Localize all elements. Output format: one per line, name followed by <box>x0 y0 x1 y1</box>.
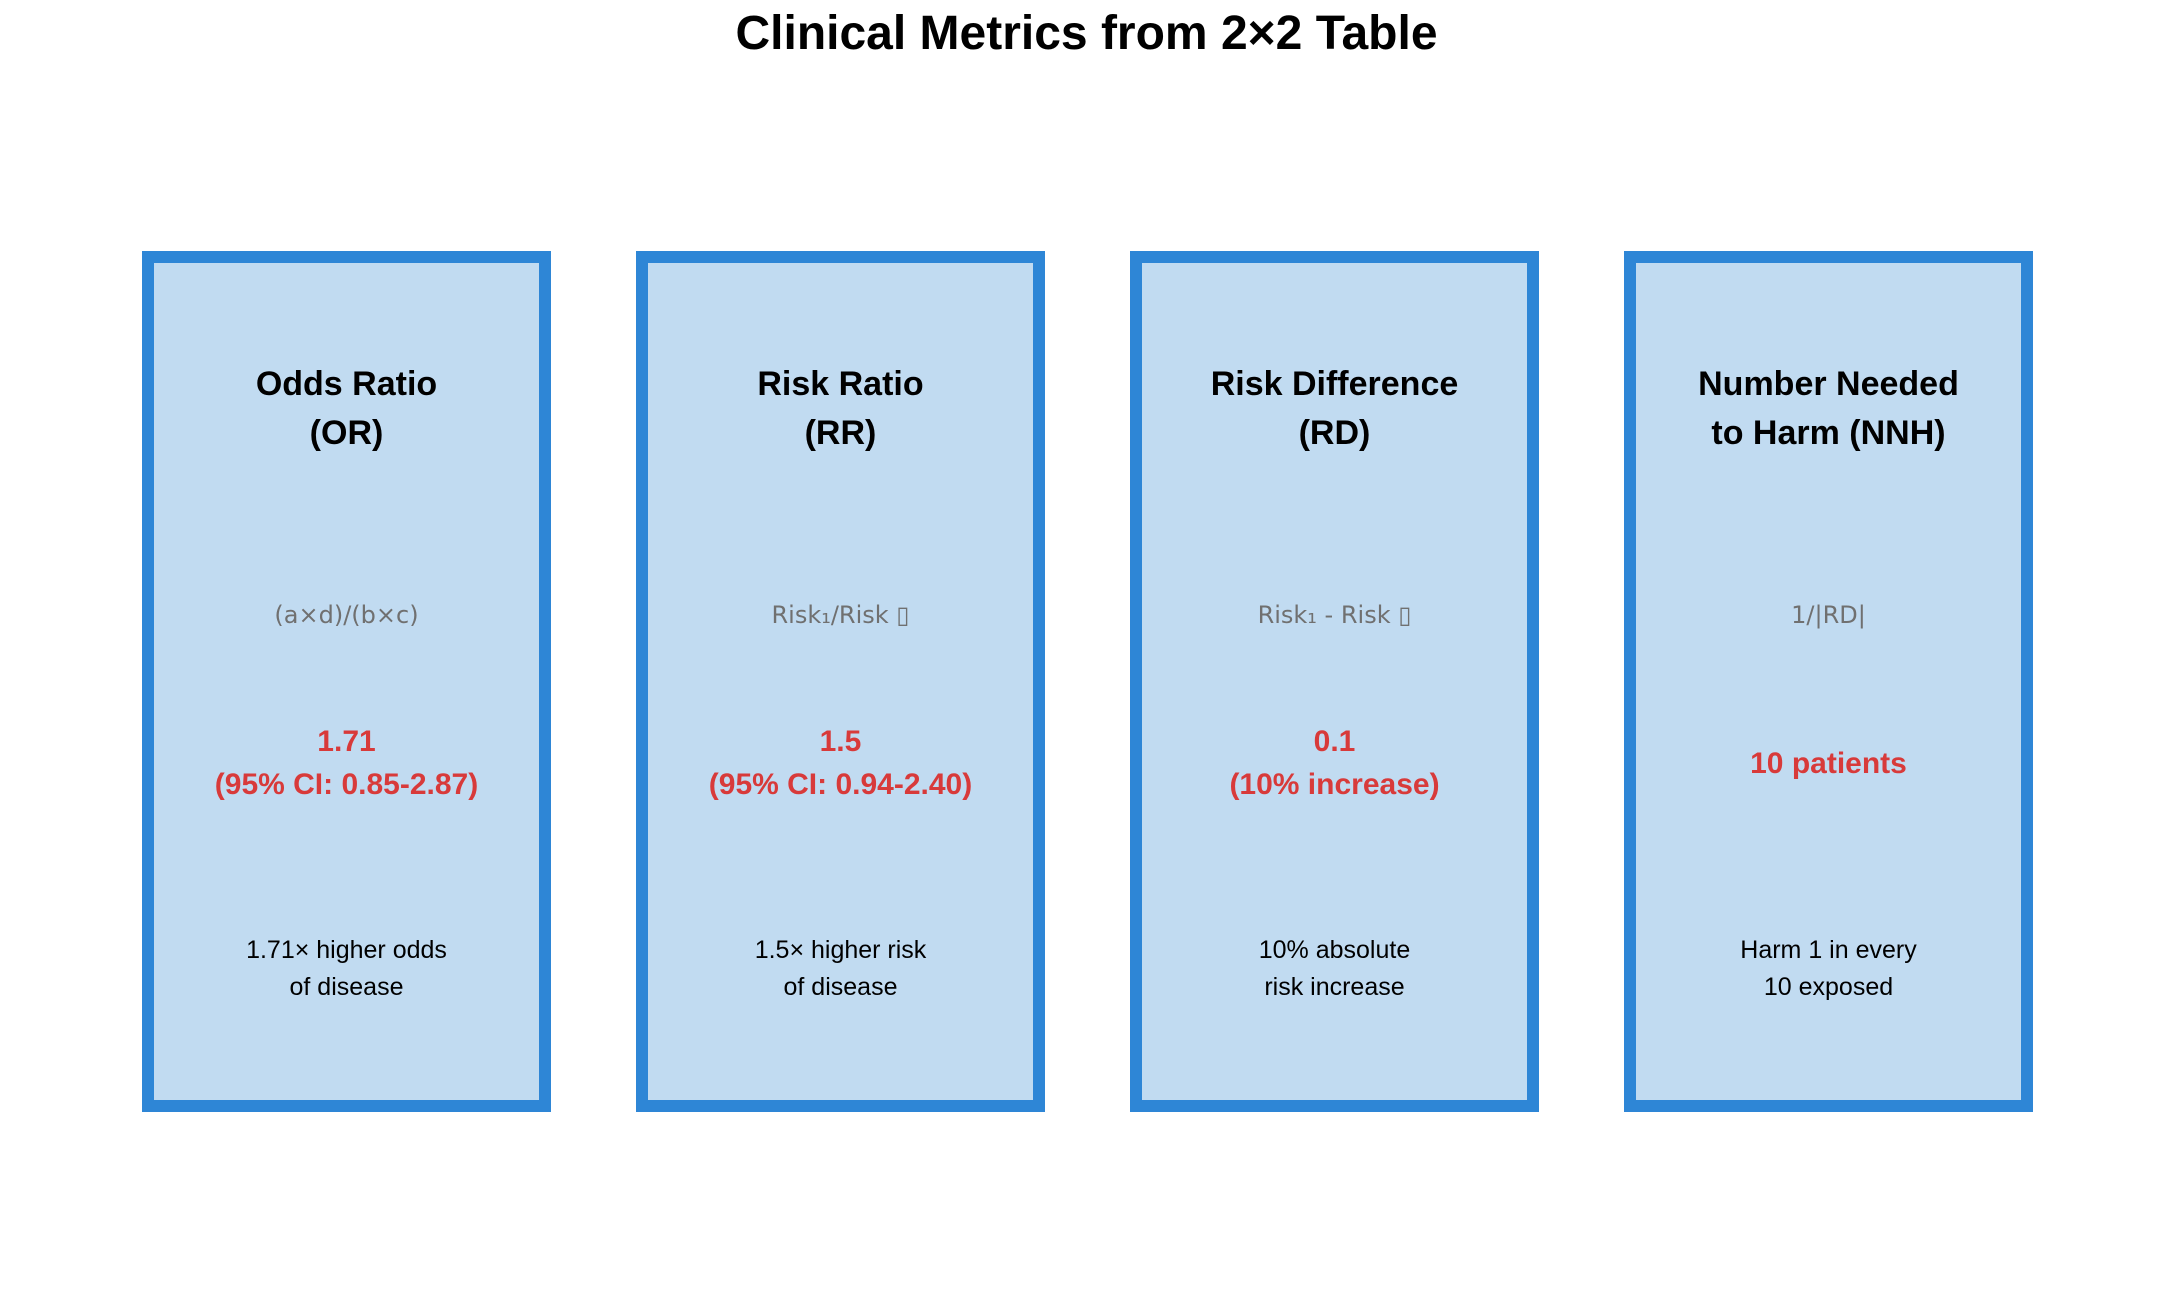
card-formula: Risk₁ - Risk ▯ <box>1257 601 1412 629</box>
card-title: Number Needed to Harm (NNH) <box>1698 365 1959 452</box>
card-title: Odds Ratio (OR) <box>255 365 438 452</box>
card-description: 1.5× higher risk of disease <box>754 936 927 1001</box>
number-needed-to-harm-card: Number Needed to Harm (NNH) 1/|RD| 10 pa… <box>1624 251 2033 1112</box>
card-formula: (a×d)/(b×c) <box>274 601 419 629</box>
card-description: Harm 1 in every 10 exposed <box>1740 936 1917 1001</box>
odds-ratio-card: Odds Ratio (OR) (a×d)/(b×c) 1.71 (95% CI… <box>142 251 551 1112</box>
card-title: Risk Difference (RD) <box>1210 365 1459 452</box>
card-title: Risk Ratio (RR) <box>757 365 924 452</box>
card-value: 10 patients <box>1750 746 1907 780</box>
risk-ratio-card: Risk Ratio (RR) Risk₁/Risk ▯ 1.5 (95% CI… <box>636 251 1045 1112</box>
card-formula: 1/|RD| <box>1791 601 1866 629</box>
risk-difference-card: Risk Difference (RD) Risk₁ - Risk ▯ 0.1 … <box>1130 251 1539 1112</box>
card-formula: Risk₁/Risk ▯ <box>771 601 910 629</box>
card-value: 1.5 (95% CI: 0.94-2.40) <box>708 725 973 801</box>
card-description: 1.71× higher odds of disease <box>246 936 447 1001</box>
card-value: 0.1 (10% increase) <box>1229 725 1440 801</box>
card-value: 1.71 (95% CI: 0.85-2.87) <box>214 725 479 801</box>
card-description: 10% absolute risk increase <box>1258 936 1411 1001</box>
page-title: Clinical Metrics from 2×2 Table <box>735 7 1438 60</box>
